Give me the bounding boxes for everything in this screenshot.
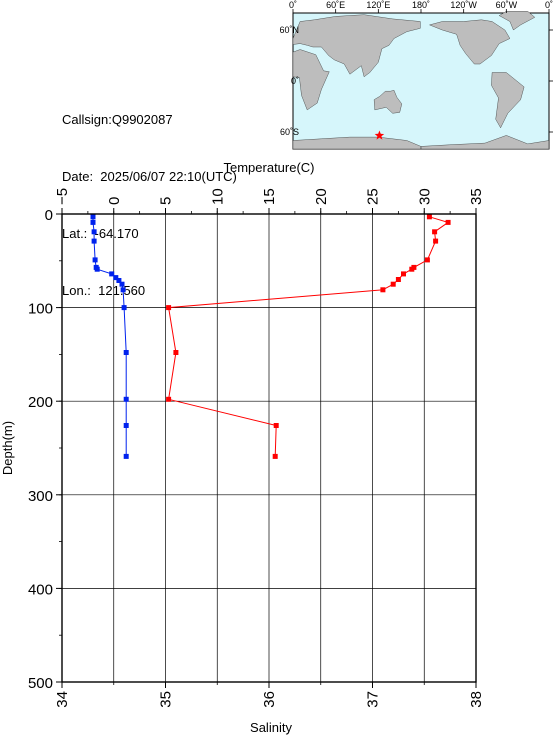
map-lon-label: 120˚W: [450, 0, 477, 10]
temperature-axis-label: Temperature(C): [223, 160, 314, 175]
salinity-data-point: [90, 219, 96, 225]
chart-series: [90, 214, 451, 459]
temperature-data-point: [395, 277, 401, 282]
map-lon-label: 0˚: [545, 0, 553, 10]
temperature-data-point: [432, 229, 438, 235]
greenland-land: [498, 11, 536, 31]
temperature-tick-label: −5: [54, 188, 71, 205]
temperature-data-point: [401, 271, 406, 277]
salinity-tick-label: 37: [365, 691, 382, 708]
salinity-tick-label: 35: [158, 691, 175, 708]
temperature-data-point: [445, 219, 451, 225]
salinity-data-point: [123, 453, 129, 459]
salinity-data-point: [94, 266, 100, 272]
location-map: 0˚ 60˚E 120˚E 180˚ 120˚W 60˚W 0˚ 60˚N 0˚ 60˚S: [279, 0, 553, 150]
depth-tick-label: 300: [28, 488, 53, 505]
map-lon-label: 0˚: [289, 0, 297, 10]
depth-axis-label: Depth(m): [0, 421, 15, 475]
salinity-data-point: [120, 287, 126, 293]
salinity-data-point: [91, 238, 97, 244]
antarctica-land-west: [420, 135, 550, 150]
salinity-profile-line: [92, 216, 127, 457]
depth-tick-label: 400: [28, 581, 53, 598]
salinity-data-point: [92, 257, 98, 263]
temperature-tick-label: 25: [365, 188, 382, 205]
depth-tick-label: 100: [28, 301, 53, 318]
temperature-tick-label: 20: [313, 188, 330, 205]
map-lon-label: 120˚E: [366, 0, 390, 10]
map-lon-label: 180˚: [412, 0, 430, 10]
salinity-data-point: [119, 281, 125, 287]
temperature-tick-label: 30: [416, 188, 433, 205]
date-text: Date: 2025/06/07 22:10(UTC): [62, 169, 237, 184]
temperature-data-point: [166, 305, 172, 311]
temperature-data-point: [426, 214, 432, 220]
salinity-axis-label: Salinity: [250, 720, 292, 735]
salinity-data-point: [123, 396, 129, 402]
salinity-data-point: [116, 278, 122, 283]
salinity-data-point: [109, 271, 115, 277]
salinity-data-point: [91, 229, 97, 235]
temperature-data-point: [380, 287, 386, 293]
temperature-tick-label: 0: [106, 197, 123, 205]
salinity-data-point: [121, 305, 127, 311]
salinity-data-point: [113, 275, 119, 281]
salinity-tick-label: 38: [468, 691, 485, 708]
salinity-data-point: [90, 214, 96, 220]
temperature-profile-line: [168, 216, 450, 457]
temperature-tick-label: 10: [209, 188, 226, 205]
temperature-tick-label: 5: [158, 197, 175, 205]
temperature-data-point: [173, 350, 179, 355]
salinity-data-point: [123, 350, 129, 355]
temperature-data-point: [409, 266, 415, 272]
depth-tick-label: 500: [28, 675, 53, 692]
map-lon-label: 60˚E: [326, 0, 345, 10]
location-star-icon: [374, 130, 385, 140]
map-lon-label: 60˚W: [496, 0, 518, 10]
temperature-data-point: [272, 453, 278, 459]
south-america-land: [491, 72, 525, 129]
australia-land: [373, 90, 403, 114]
depth-tick-label: 200: [28, 394, 53, 411]
temperature-data-point: [433, 238, 439, 244]
temperature-data-point: [273, 423, 279, 428]
temperature-data-point: [424, 257, 430, 263]
profile-info: Callsign:Q9902087 Date: 2025/06/07 22:10…: [62, 72, 237, 319]
salinity-data-point: [123, 423, 129, 428]
temperature-tick-label: 15: [261, 188, 278, 205]
temperature-data-point: [166, 396, 172, 402]
depth-tick-label: 0: [45, 207, 53, 224]
map-lat-label: 60˚N: [279, 25, 299, 35]
callsign-text: Callsign:Q9902087: [62, 112, 173, 127]
salinity-tick-label: 34: [54, 691, 71, 708]
temperature-data-point: [390, 281, 396, 287]
north-america-land: [428, 19, 511, 65]
africa-land: [292, 49, 330, 111]
map-lat-label: 0˚: [291, 76, 299, 86]
eurasia-land: [292, 14, 421, 78]
salinity-tick-label: 36: [261, 691, 278, 708]
plot-frame: [61, 213, 477, 683]
map-lat-label: 60˚S: [280, 127, 299, 137]
latitude-text: Lat.: -64.170: [62, 226, 139, 241]
temperature-tick-label: 35: [468, 188, 485, 205]
